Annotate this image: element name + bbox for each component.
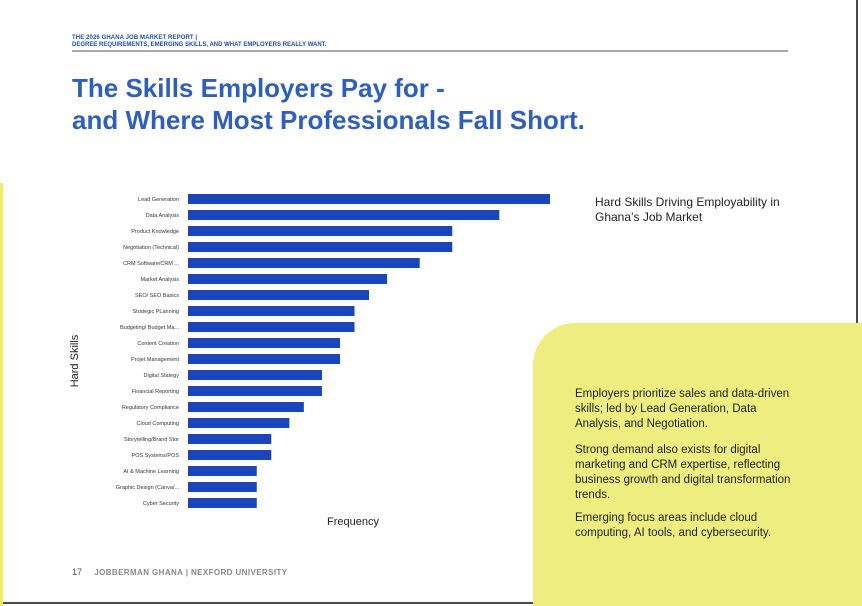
category-tick-label: Financial Reporting: [132, 389, 179, 395]
category-tick-label: Data Analysis: [146, 213, 180, 219]
page-number: 17: [72, 567, 83, 577]
category-tick-label: Digital Stategy: [144, 373, 180, 379]
bar: [188, 258, 420, 268]
category-tick-label: Market Analysis: [140, 277, 179, 283]
page-title: The Skills Employers Pay for - and Where…: [72, 72, 792, 136]
category-tick-label: Storytelling/Brand Stor: [124, 437, 179, 443]
insight-paragraph-1: Employers prioritize sales and data-driv…: [575, 388, 790, 430]
bar: [188, 370, 322, 380]
category-tick-label: Cloud Computing: [137, 421, 180, 427]
category-tick-label: POS Systems/POS: [132, 453, 180, 459]
bar: [188, 210, 500, 220]
category-tick-label: Cyber Security: [143, 501, 179, 507]
bar: [188, 418, 290, 428]
report-header: THE 2026 GHANA JOB MARKET REPORT | DEGRE…: [72, 35, 326, 48]
category-tick-label: Strategic PLanning: [133, 309, 179, 315]
category-tick-label: Lead Generation: [138, 197, 179, 203]
bar: [188, 194, 550, 204]
category-tick-label: Graphic Design (Canva/...: [116, 485, 180, 491]
page-footer: 17 JOBBERMAN GHANA | NEXFORD UNIVERSITY: [72, 567, 288, 577]
category-tick-label: Budgeting/ Budget Ma...: [120, 325, 179, 331]
bar: [188, 242, 453, 252]
bar: [188, 386, 322, 396]
category-tick-label: Product Knowledge: [131, 229, 179, 235]
bar: [188, 290, 369, 300]
bar: [188, 226, 453, 236]
bar: [188, 322, 355, 332]
header-divider: [72, 50, 788, 52]
page-title-line1: The Skills Employers Pay for -: [72, 73, 445, 103]
category-tick-label: AI & Machine Learning: [123, 469, 179, 475]
report-header-line1: THE 2026 GHANA JOB MARKET REPORT |: [72, 35, 198, 41]
insight-paragraph-2: Strong demand also exists for digital ma…: [575, 444, 791, 501]
left-accent-bar: [0, 183, 3, 606]
bar: [188, 402, 304, 412]
bar: [188, 450, 272, 460]
category-tick-label: Negotiation (Technical): [123, 245, 179, 251]
chart-title: Hard Skills Driving Employability in Gha…: [595, 195, 780, 224]
footer-brand: JOBBERMAN GHANA | NEXFORD UNIVERSITY: [94, 568, 288, 577]
bar: [188, 482, 257, 492]
bar: [188, 498, 257, 508]
category-tick-label: CRM Software/CRM ...: [123, 261, 179, 267]
category-tick-label: Regulatory Compliance: [122, 405, 179, 411]
category-tick-label: SEO/ SEO Basics: [135, 293, 179, 299]
category-tick-label: Projet Management: [131, 357, 179, 363]
bar: [188, 274, 388, 284]
chart-x-axis-label: Frequency: [327, 516, 379, 528]
bar: [188, 434, 272, 444]
report-header-line2: DEGREE REQUIREMENTS, EMERGING SKILLS, AN…: [72, 42, 327, 48]
bar: [188, 354, 341, 364]
insight-paragraph-3: Emerging focus areas include cloud compu…: [575, 512, 772, 539]
page-title-line2: and Where Most Professionals Fall Short.: [72, 105, 585, 135]
category-tick-label: Content Creation: [137, 341, 179, 347]
insight-panel: Employers prioritize sales and data-driv…: [533, 323, 862, 606]
bar: [188, 306, 355, 316]
bar: [188, 338, 341, 348]
bar: [188, 466, 257, 476]
